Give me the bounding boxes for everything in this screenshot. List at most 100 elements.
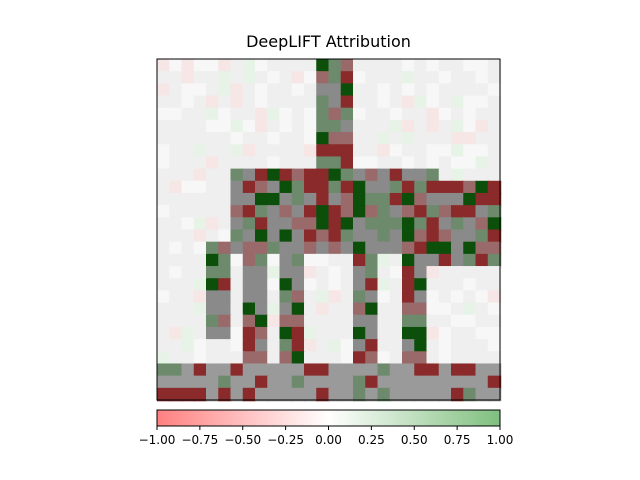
- heatmap-cell: [426, 192, 440, 207]
- heatmap-cell: [279, 363, 293, 377]
- heatmap-cell: [328, 192, 342, 207]
- heatmap-cell: [414, 180, 428, 195]
- heatmap-cell: [438, 144, 453, 158]
- heatmap-cell: [438, 290, 453, 304]
- heatmap-cell: [242, 71, 257, 85]
- heatmap-cell: [218, 144, 232, 158]
- heatmap-cell: [451, 71, 465, 85]
- heatmap-cell: [169, 290, 183, 304]
- heatmap-cell: [426, 290, 440, 304]
- heatmap-cell: [242, 180, 257, 195]
- heatmap-cell: [304, 107, 318, 122]
- heatmap-cell: [255, 302, 269, 317]
- heatmap-cell: [279, 241, 293, 256]
- heatmap-cell: [218, 119, 232, 134]
- heatmap-cell: [402, 132, 416, 146]
- heatmap-cell: [218, 326, 232, 341]
- heatmap-cell: [206, 144, 220, 158]
- heatmap-cell: [316, 83, 330, 97]
- heatmap-cell: [365, 107, 379, 122]
- heatmap-cell: [279, 229, 293, 243]
- heatmap-cell: [340, 59, 355, 73]
- heatmap-cell: [463, 95, 477, 110]
- heatmap-cell: [206, 278, 220, 292]
- heatmap-cell: [206, 217, 220, 231]
- heatmap-cell: [316, 192, 330, 207]
- heatmap-cell: [316, 59, 330, 73]
- heatmap-cell: [438, 59, 453, 73]
- heatmap-cell: [365, 302, 379, 317]
- heatmap-cell: [426, 119, 440, 134]
- heatmap-cell: [438, 363, 453, 377]
- heatmap-cell: [193, 119, 208, 134]
- heatmap-cell: [487, 387, 502, 402]
- heatmap-cell: [414, 107, 428, 122]
- heatmap-cell: [181, 83, 195, 97]
- heatmap-cell: [353, 107, 367, 122]
- heatmap-cell: [475, 156, 489, 170]
- heatmap-cell: [487, 241, 502, 256]
- heatmap-cell: [438, 180, 453, 195]
- heatmap-cell: [255, 107, 269, 122]
- heatmap-cell: [230, 278, 244, 292]
- heatmap-cell: [377, 156, 391, 170]
- heatmap-cell: [242, 156, 257, 170]
- heatmap-cell: [181, 326, 195, 341]
- heatmap-cell: [169, 95, 183, 110]
- heatmap-cell: [377, 266, 391, 280]
- heatmap-cell: [365, 241, 379, 256]
- heatmap-cell: [414, 375, 428, 390]
- heatmap-cell: [389, 107, 404, 122]
- heatmap-cell: [438, 241, 453, 256]
- heatmap-cell: [193, 339, 208, 353]
- heatmap-cell: [193, 144, 208, 158]
- heatmap-cell: [291, 278, 306, 292]
- heatmap-cell: [255, 180, 269, 195]
- heatmap-cell: [304, 302, 318, 317]
- heatmap-cell: [451, 156, 465, 170]
- heatmap-cell: [402, 241, 416, 256]
- heatmap-cell: [242, 253, 257, 268]
- heatmap-cell: [340, 278, 355, 292]
- heatmap-cell: [414, 278, 428, 292]
- heatmap-cell: [389, 266, 404, 280]
- heatmap-cell: [451, 168, 465, 183]
- heatmap-cell: [279, 107, 293, 122]
- heatmap-cell: [340, 107, 355, 122]
- heatmap-cell: [304, 83, 318, 97]
- heatmap-cell: [279, 290, 293, 304]
- heatmap-cell: [304, 95, 318, 110]
- heatmap-cell: [230, 241, 244, 256]
- heatmap-cell: [218, 266, 232, 280]
- heatmap-cell: [181, 95, 195, 110]
- heatmap-cell: [279, 314, 293, 329]
- heatmap-cell: [316, 217, 330, 231]
- heatmap-cell: [475, 192, 489, 207]
- heatmap-cell: [426, 59, 440, 73]
- heatmap-cell: [426, 107, 440, 122]
- heatmap-cell: [402, 278, 416, 292]
- heatmap-cell: [475, 278, 489, 292]
- heatmap-cell: [230, 266, 244, 280]
- heatmap-cell: [206, 302, 220, 317]
- heatmap-cell: [255, 326, 269, 341]
- heatmap-cell: [255, 278, 269, 292]
- heatmap-cell: [438, 387, 453, 402]
- heatmap-cell: [255, 168, 269, 183]
- heatmap-cell: [365, 387, 379, 402]
- heatmap-cell: [316, 326, 330, 341]
- heatmap-cell: [218, 168, 232, 183]
- heatmap-cell: [157, 253, 171, 268]
- heatmap-cell: [157, 71, 171, 85]
- heatmap-cell: [438, 217, 453, 231]
- heatmap-cell: [475, 132, 489, 146]
- heatmap-cell: [169, 71, 183, 85]
- heatmap-cell: [389, 95, 404, 110]
- heatmap-cell: [291, 229, 306, 243]
- heatmap-cell: [487, 132, 502, 146]
- heatmap-cell: [426, 387, 440, 402]
- heatmap-cell: [169, 119, 183, 134]
- heatmap-cell: [279, 59, 293, 73]
- heatmap-cell: [255, 290, 269, 304]
